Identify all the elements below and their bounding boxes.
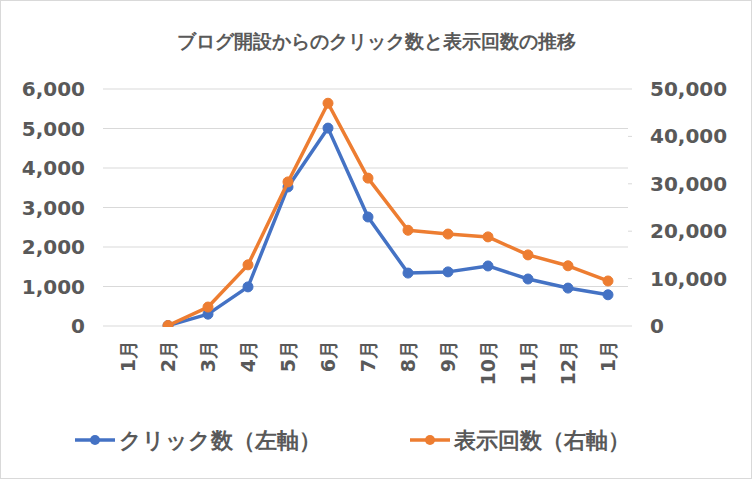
series-marker xyxy=(243,260,253,270)
x-tick-label: 9月 xyxy=(437,340,459,372)
y2-tick-label: 40,000 xyxy=(650,124,727,148)
series-marker xyxy=(403,225,413,235)
y-tick-label: 3,000 xyxy=(22,196,85,220)
series-marker xyxy=(283,177,293,187)
x-tick-label: 1月 xyxy=(597,340,619,372)
series-marker xyxy=(563,261,573,271)
series-marker xyxy=(163,321,173,327)
x-tick-label: 12月 xyxy=(557,340,579,385)
grid-line xyxy=(103,128,628,129)
series-marker xyxy=(523,274,533,284)
grid-line xyxy=(103,168,628,169)
legend-label: クリック数（左軸） xyxy=(119,428,321,453)
series-line xyxy=(168,103,608,325)
x-tick-label: 11月 xyxy=(517,340,539,385)
x-tick-label: 4月 xyxy=(237,340,259,372)
y2-tick xyxy=(628,136,632,137)
series-marker xyxy=(563,283,573,293)
legend-marker xyxy=(90,435,100,445)
y2-tick-label: 0 xyxy=(650,314,664,338)
y2-tick xyxy=(628,278,632,279)
y-tick-label: 6,000 xyxy=(22,77,85,101)
y2-tick-label: 30,000 xyxy=(650,172,727,196)
y2-tick-label: 50,000 xyxy=(650,77,727,101)
y2-tick xyxy=(628,326,632,327)
chart: ブログ開設からのクリック数と表示回数の推移 0 1,000 2,000 3,000 4,0… xyxy=(0,0,752,479)
y2-tick xyxy=(628,183,632,184)
series-marker xyxy=(603,276,613,286)
series-marker xyxy=(243,282,253,292)
x-tick-label: 3月 xyxy=(197,340,219,372)
y2-tick xyxy=(628,231,632,232)
x-tick-label: 10月 xyxy=(477,340,499,385)
y2-tick xyxy=(628,89,632,90)
series-marker xyxy=(203,302,213,312)
series-marker xyxy=(363,212,373,222)
legend-marker xyxy=(425,435,435,445)
series-marker xyxy=(363,173,373,183)
x-tick-label: 5月 xyxy=(277,340,299,372)
grid-line xyxy=(103,247,628,248)
y-tick-label: 5,000 xyxy=(22,117,85,141)
series-marker xyxy=(403,268,413,278)
y2-tick-label: 10,000 xyxy=(650,267,727,291)
grid-line xyxy=(103,286,628,287)
x-tick-label: 7月 xyxy=(357,340,379,372)
y-tick-label: 4,000 xyxy=(22,156,85,180)
series-marker xyxy=(523,250,533,260)
series-marker xyxy=(483,261,493,271)
series-marker xyxy=(323,123,333,133)
chart-title: ブログ開設からのクリック数と表示回数の推移 xyxy=(177,30,576,52)
series-marker xyxy=(603,290,613,300)
grid-line xyxy=(103,89,628,90)
series-line xyxy=(168,128,608,326)
chart-root: ブログ開設からのクリック数と表示回数の推移 0 1,000 2,000 3,000 4,0… xyxy=(0,0,752,479)
series-marker xyxy=(483,232,493,242)
y-tick-label: 0 xyxy=(71,314,85,338)
chart-frame xyxy=(1,1,752,479)
y-tick-label: 1,000 xyxy=(22,275,85,299)
x-tick-label: 8月 xyxy=(397,340,419,372)
x-tick-label: 2月 xyxy=(157,340,179,372)
x-tick-label: 1月 xyxy=(117,340,139,372)
series-marker xyxy=(443,267,453,277)
grid-line xyxy=(103,326,628,327)
y2-tick-label: 20,000 xyxy=(650,219,727,243)
plot-area xyxy=(163,98,613,327)
series-marker xyxy=(323,98,333,108)
legend-label: 表示回数（右軸） xyxy=(453,428,630,453)
series-marker xyxy=(163,321,173,327)
x-tick-label: 6月 xyxy=(317,340,339,372)
y-tick-label: 2,000 xyxy=(22,235,85,259)
series-marker xyxy=(443,229,453,239)
